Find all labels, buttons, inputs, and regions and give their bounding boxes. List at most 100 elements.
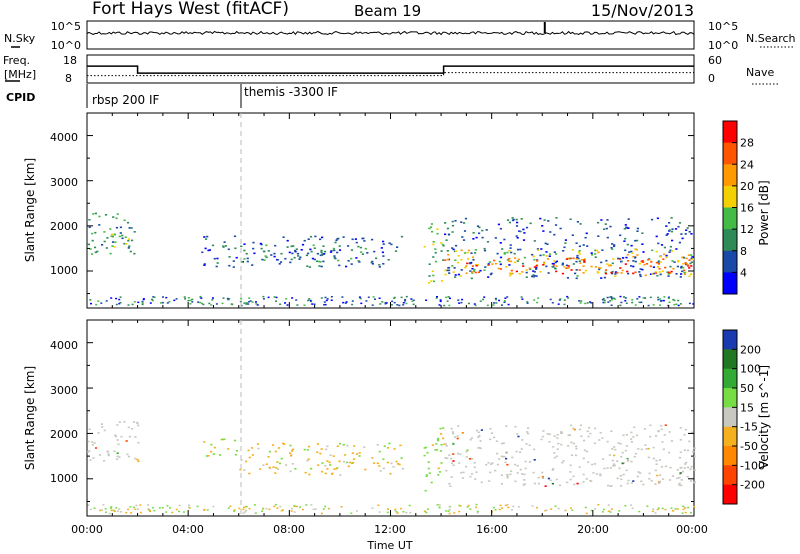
- velocity-cell: [114, 434, 117, 436]
- velocity-cell: [613, 446, 616, 448]
- power-cell: [240, 298, 243, 300]
- power-cell: [370, 261, 373, 264]
- power-cell: [471, 256, 475, 259]
- velocity-cell: [652, 457, 655, 460]
- velocity-cell: [516, 464, 519, 467]
- velocity-cell: [458, 504, 461, 507]
- power-cell: [321, 254, 324, 256]
- power-cell: [467, 258, 470, 260]
- velocity-cell: [670, 440, 673, 442]
- power-cell: [127, 238, 130, 240]
- power-cell: [387, 259, 390, 261]
- velocity-cell: [440, 433, 443, 435]
- power-cell: [634, 239, 637, 242]
- power-cell: [606, 296, 609, 299]
- power-cell: [282, 236, 285, 238]
- velocity-cell: [400, 457, 403, 459]
- power-cell: [506, 251, 509, 254]
- power-cell: [682, 266, 685, 269]
- power-cell: [677, 304, 680, 307]
- power-cell: [506, 259, 509, 261]
- power-cell: [636, 230, 639, 232]
- velocity-cell: [519, 468, 522, 471]
- power-cell: [535, 267, 538, 269]
- power-cell: [105, 300, 108, 302]
- velocity-cell: [676, 469, 679, 471]
- velocity-ytick-3000: 3000: [50, 384, 78, 397]
- power-cell: [665, 256, 668, 259]
- power-cell: [305, 254, 308, 257]
- power-cell: [243, 302, 246, 304]
- power-cell: [456, 261, 460, 264]
- power-cell: [507, 303, 510, 306]
- power-cell: [452, 248, 455, 251]
- velocity-cell: [327, 507, 330, 510]
- power-cell: [547, 220, 550, 222]
- power-cell: [485, 229, 488, 231]
- velocity-cell: [116, 458, 119, 460]
- velocity-cell: [510, 470, 513, 473]
- power-cell: [582, 244, 585, 246]
- power-cell: [652, 304, 655, 306]
- velocity-cell: [583, 449, 586, 452]
- power-cell: [345, 265, 348, 268]
- velocity-cell: [505, 457, 508, 460]
- power-cell: [690, 261, 693, 263]
- power-cell: [248, 297, 251, 299]
- power-cell: [400, 235, 404, 238]
- power-cell: [396, 246, 399, 248]
- velocity-cell: [423, 510, 426, 513]
- power-cell: [211, 299, 214, 301]
- power-cell: [160, 302, 162, 304]
- velocity-cell: [276, 461, 279, 463]
- power-cell: [447, 258, 450, 261]
- velocity-cell: [99, 509, 102, 512]
- power-cell: [570, 269, 573, 271]
- power-cell: [600, 219, 603, 221]
- power-cell: [104, 214, 108, 216]
- power-cell: [576, 275, 579, 277]
- power-cell: [371, 260, 374, 263]
- velocity-cell: [660, 425, 663, 427]
- power-cell: [115, 297, 118, 300]
- power-cell: [275, 296, 278, 299]
- velocity-cell: [517, 506, 520, 508]
- power-cell: [576, 254, 579, 257]
- power-cell: [626, 270, 629, 273]
- power-cell: [232, 266, 235, 268]
- velocity-cell: [610, 508, 613, 510]
- power-cell: [508, 250, 511, 252]
- power-cell: [115, 226, 118, 229]
- power-cell: [686, 227, 689, 229]
- power-cell: [638, 296, 641, 298]
- power-cell: [114, 241, 117, 243]
- power-cell: [309, 248, 312, 251]
- power-cell: [451, 247, 454, 249]
- power-cell: [175, 298, 178, 300]
- velocity-cell: [517, 435, 520, 438]
- power-cell: [517, 258, 521, 261]
- power-cell: [300, 249, 303, 251]
- x-axis: 00:00 04:00 08:00 12:00 16:00 20:00 00:0…: [71, 523, 708, 552]
- velocity-cell: [376, 462, 379, 465]
- velocity-cell: [114, 435, 117, 438]
- velocity-cell: [552, 468, 555, 470]
- velocity-cell: [478, 434, 481, 437]
- cpid-label: CPID: [6, 91, 35, 104]
- power-cell: [391, 300, 394, 303]
- power-cell: [673, 303, 676, 306]
- power-cell: [101, 244, 104, 246]
- power-cell: [611, 248, 614, 250]
- power-cell: [454, 274, 457, 276]
- power-cell: [644, 297, 646, 299]
- power-cell: [405, 295, 408, 298]
- power-cell: [285, 298, 288, 300]
- power-cell: [123, 242, 126, 245]
- power-cell: [578, 260, 581, 262]
- velocity-cell: [506, 463, 509, 466]
- power-cell: [109, 228, 112, 230]
- velocity-cell: [234, 453, 237, 456]
- power-cell: [508, 257, 511, 260]
- velocity-cell: [663, 434, 666, 436]
- power-cell: [256, 304, 259, 306]
